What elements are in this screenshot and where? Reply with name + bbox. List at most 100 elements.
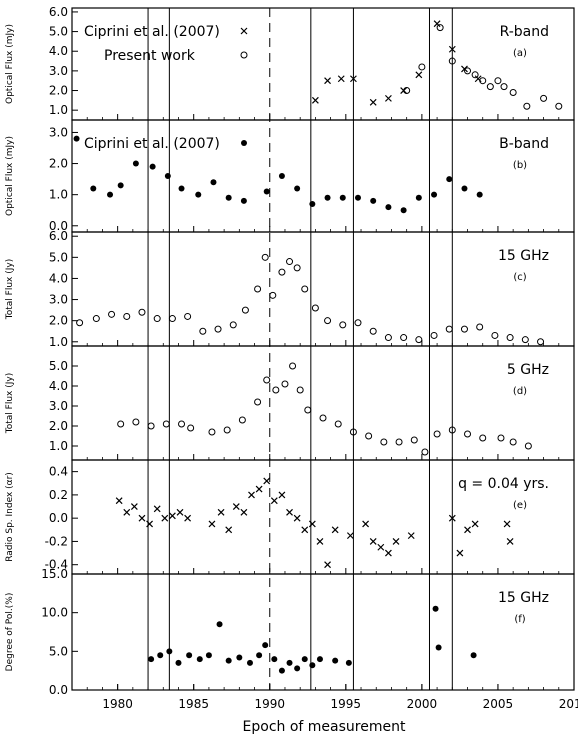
highlight-and-reference-layer xyxy=(147,7,453,691)
y-tick-label: 3.0 xyxy=(49,125,68,139)
data-point xyxy=(246,659,253,666)
data-point xyxy=(195,191,202,198)
data-point xyxy=(108,310,116,318)
data-point xyxy=(319,414,327,422)
y-tick-label: 5.0 xyxy=(49,25,68,39)
y-tick-label: 0.0 xyxy=(49,511,68,525)
data-point xyxy=(369,538,377,545)
data-point xyxy=(370,197,377,204)
data-point xyxy=(187,424,195,432)
data-point xyxy=(464,67,472,75)
data-point xyxy=(431,191,438,198)
data-point xyxy=(293,514,301,522)
data-point xyxy=(486,83,494,91)
data-point xyxy=(380,438,388,446)
data-point xyxy=(240,197,247,204)
y-tick-label: 6.0 xyxy=(49,5,68,19)
x-tick-label: 2010 xyxy=(559,697,578,711)
legend-marker xyxy=(240,27,248,35)
data-point xyxy=(278,173,285,179)
data-point xyxy=(509,438,517,446)
panel-letter: (f) xyxy=(514,614,525,625)
panel-label: 5 GHz xyxy=(507,362,549,378)
data-point xyxy=(540,94,548,102)
data-point xyxy=(400,334,408,342)
y-axis-label: Degree of Pol.(%) xyxy=(5,593,15,672)
data-point xyxy=(262,642,269,649)
data-point xyxy=(311,304,319,312)
data-point xyxy=(254,285,262,293)
data-point xyxy=(506,538,514,545)
y-tick-label: 2.0 xyxy=(49,314,68,328)
data-point xyxy=(117,182,124,189)
data-point xyxy=(272,386,280,394)
data-point xyxy=(470,652,477,659)
y-tick-label: 1.0 xyxy=(49,103,68,117)
y-tick-label: 2.0 xyxy=(49,157,68,171)
y-tick-label: 5.0 xyxy=(49,644,68,658)
data-point xyxy=(448,45,456,53)
data-point xyxy=(229,321,237,329)
data-point xyxy=(269,291,277,299)
data-point xyxy=(369,98,377,106)
data-point xyxy=(301,285,309,293)
y-tick-label: 5.0 xyxy=(49,359,68,373)
y-tick-label: 0.4 xyxy=(49,465,68,479)
data-point xyxy=(238,416,246,424)
data-point xyxy=(176,508,184,516)
data-point xyxy=(384,549,392,557)
panel-label: 15 GHz xyxy=(498,248,549,264)
y-tick-label: 1.0 xyxy=(49,439,68,453)
data-point xyxy=(210,179,217,186)
data-point xyxy=(339,194,346,201)
data-point xyxy=(164,173,171,179)
y-tick-label: 2.0 xyxy=(49,84,68,98)
data-point xyxy=(301,526,309,534)
data-point xyxy=(278,667,285,674)
data-point xyxy=(471,71,479,79)
data-point xyxy=(184,312,192,320)
data-point xyxy=(316,538,324,545)
data-point xyxy=(199,327,207,335)
data-point xyxy=(523,102,531,110)
data-point xyxy=(385,204,392,211)
data-point xyxy=(216,621,223,628)
data-point xyxy=(309,201,316,207)
data-point xyxy=(354,319,362,327)
data-point xyxy=(168,315,176,323)
y-tick-label: 4.0 xyxy=(49,379,68,393)
panel-label: 15 GHz xyxy=(498,590,549,606)
data-point xyxy=(73,135,80,142)
legend-entry: Present work xyxy=(104,48,196,64)
data-point xyxy=(76,319,84,327)
data-point xyxy=(384,334,392,342)
y-tick-label: 6.0 xyxy=(49,229,68,243)
data-point xyxy=(263,376,271,384)
data-point xyxy=(433,20,441,28)
data-point xyxy=(497,434,505,442)
data-point xyxy=(324,561,331,569)
data-point xyxy=(148,656,155,663)
data-point xyxy=(377,543,385,551)
highlight-interval-0 xyxy=(147,7,170,691)
data-point xyxy=(464,526,471,534)
panel-label: B-band xyxy=(499,136,549,152)
y-tick-label: 4.0 xyxy=(49,44,68,58)
data-point xyxy=(500,83,508,91)
data-point xyxy=(225,657,232,664)
data-point xyxy=(132,418,140,426)
data-point xyxy=(296,386,304,394)
panel-label: R-band xyxy=(500,24,549,40)
data-point xyxy=(255,485,263,493)
data-point xyxy=(90,185,97,192)
data-point xyxy=(369,327,377,335)
data-point xyxy=(521,336,529,344)
panel-letter: (c) xyxy=(513,272,526,283)
panel-frame xyxy=(71,573,575,691)
y-axis-label: Optical Flux (mJy) xyxy=(5,24,15,104)
data-point xyxy=(278,268,286,276)
data-point xyxy=(433,430,441,438)
data-point xyxy=(214,325,222,333)
data-point xyxy=(460,325,468,333)
data-point xyxy=(289,362,297,370)
